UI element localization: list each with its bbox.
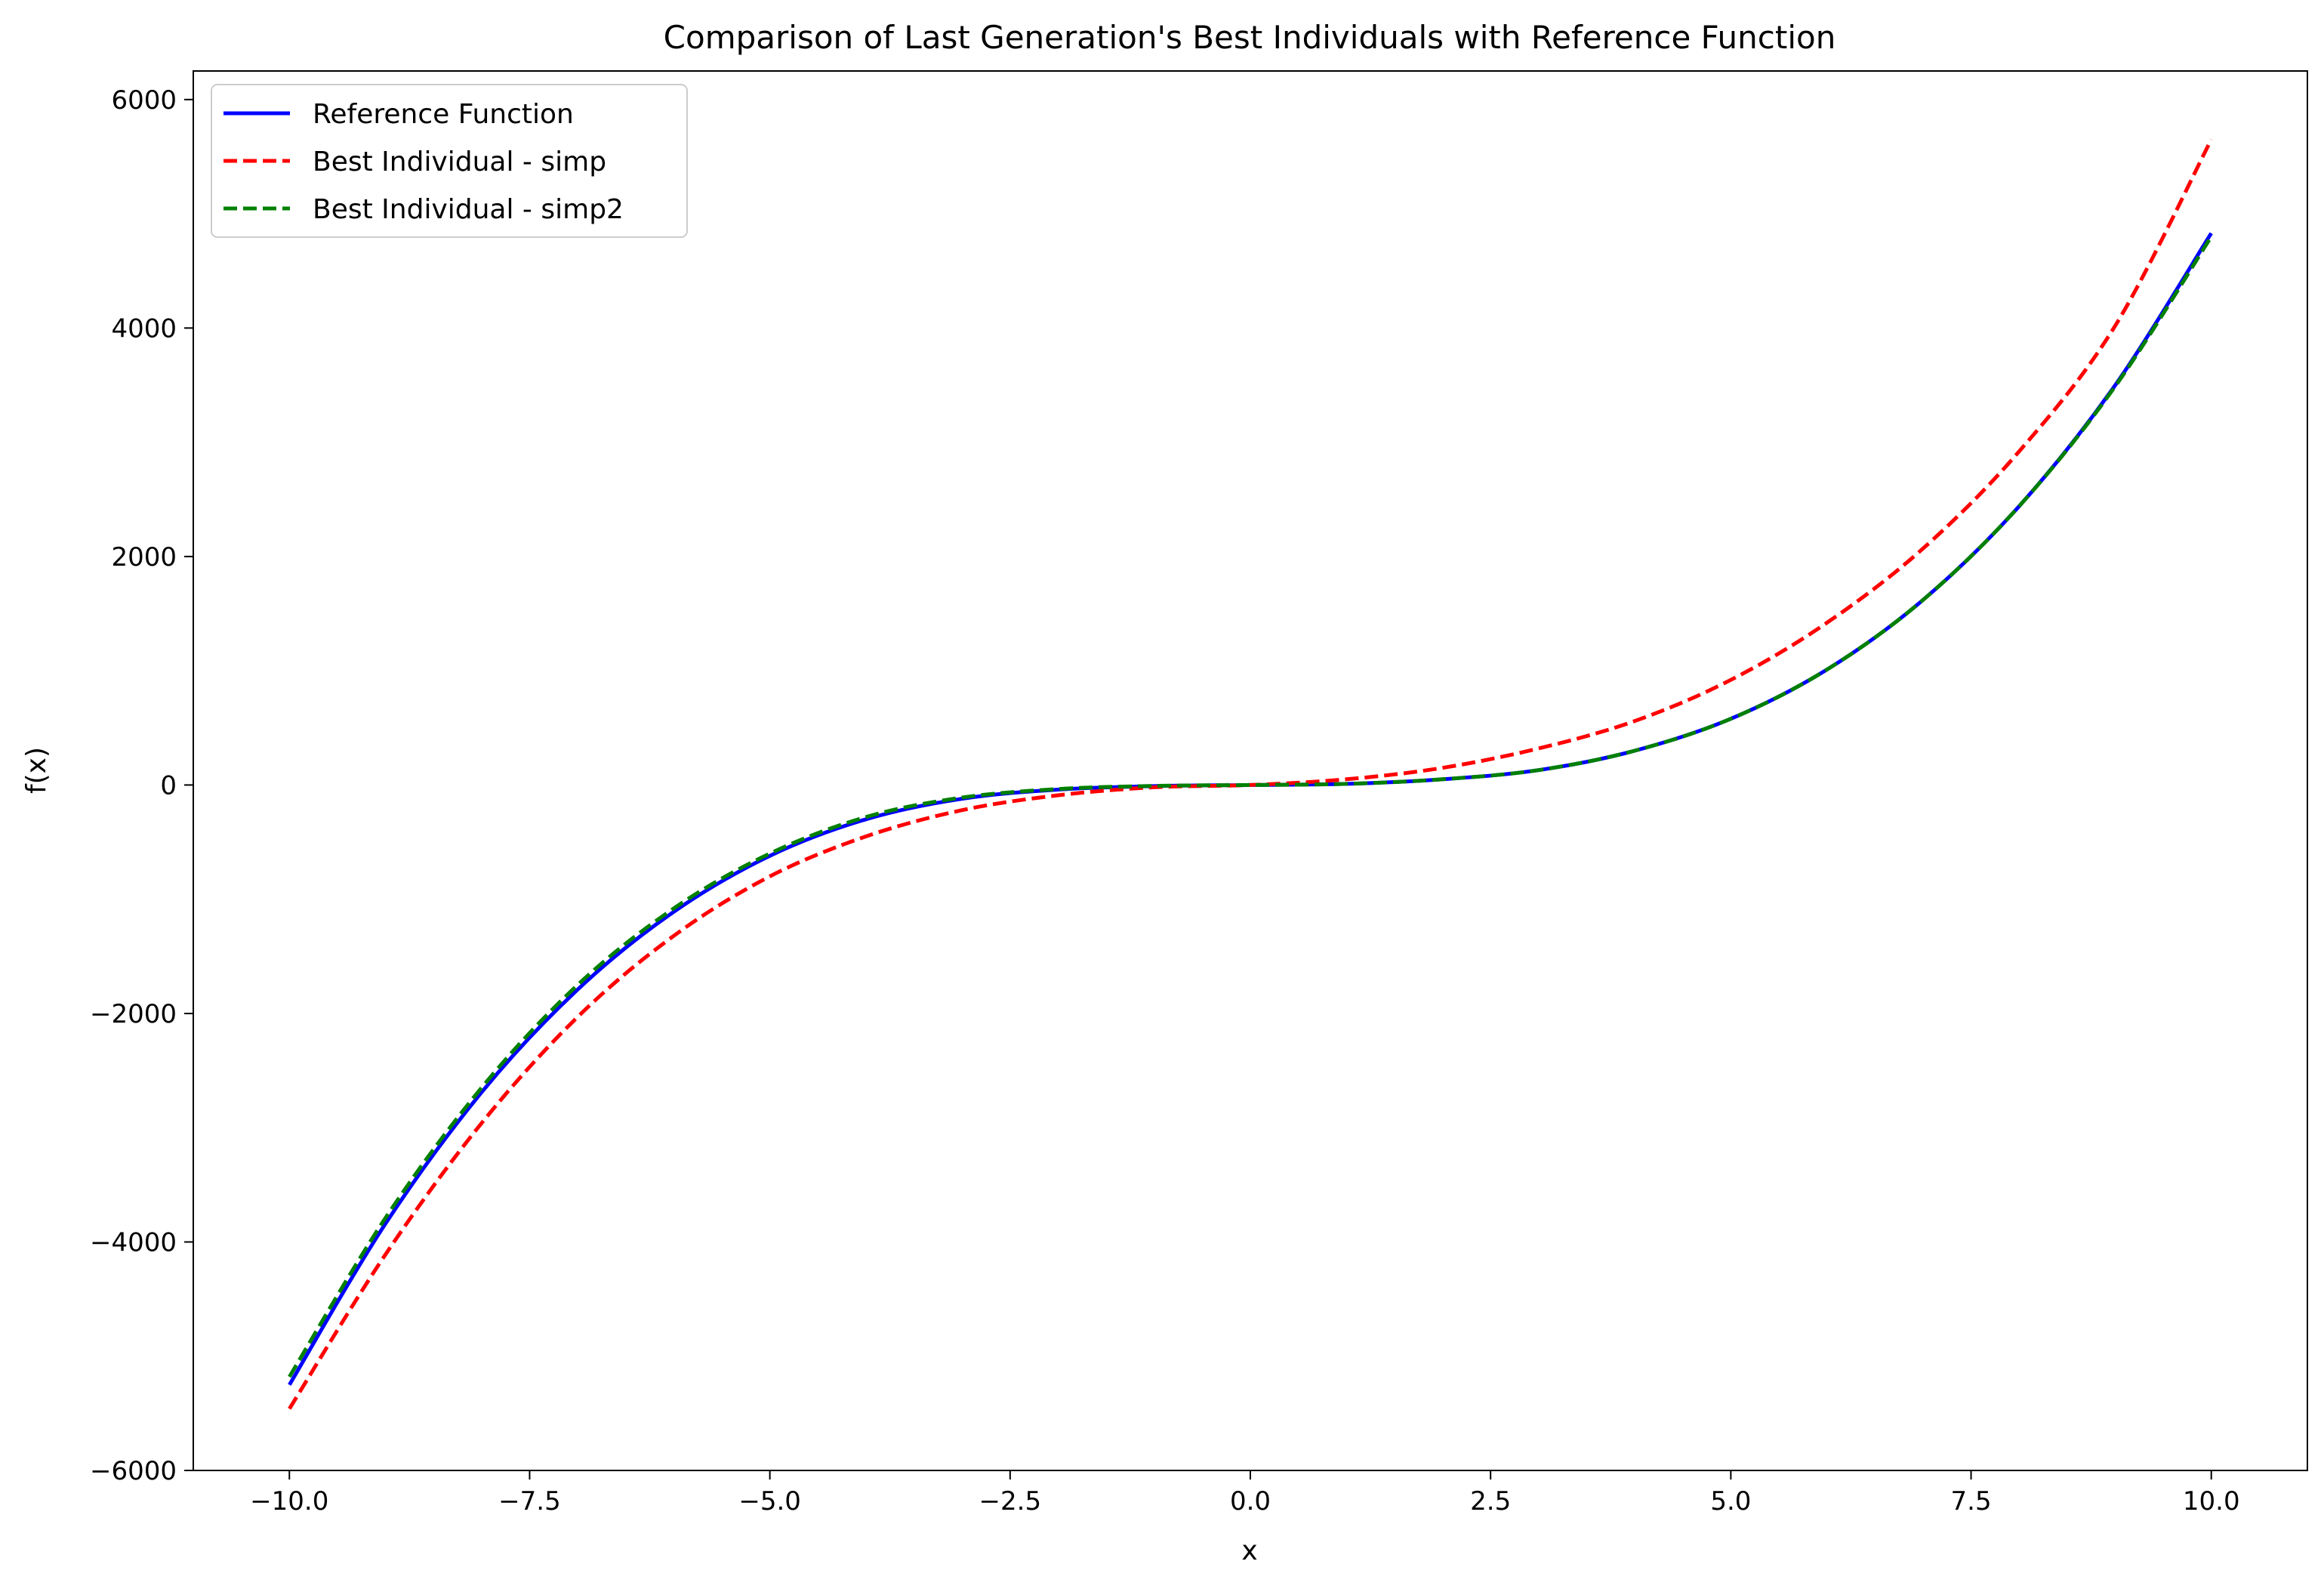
legend-label-3: Best Individual - simp2: [313, 194, 624, 225]
y-axis: −6000 −4000 −2000 0 2000 4000 6000: [90, 85, 193, 1486]
plot-lines: [288, 138, 2213, 1410]
legend-box: [211, 84, 688, 238]
plot-frame: [193, 70, 2308, 1471]
y-axis-title: f(x): [21, 747, 52, 794]
x-axis: −10.0 −7.5 −5.0 −2.5 0.0 2.5 5.0 7.5 10.0: [250, 1470, 2240, 1517]
x-tick-label: 0.0: [1230, 1486, 1271, 1517]
x-tick-label: 10.0: [2183, 1486, 2240, 1517]
x-tick-label: −5.0: [738, 1486, 801, 1517]
x-tick-label: 7.5: [1951, 1486, 1992, 1517]
x-axis-title: x: [1241, 1535, 1257, 1566]
x-tick-label: 2.5: [1470, 1486, 1511, 1517]
series-line-1: [288, 232, 2213, 1386]
y-tick-label: −4000: [90, 1227, 177, 1257]
x-tick-label: −10.0: [250, 1486, 328, 1517]
y-tick-label: 2000: [111, 542, 177, 572]
legend: Reference Function Best Individual - simp…: [211, 84, 688, 238]
chart-title: Comparison of Last Generation's Best Ind…: [664, 19, 1836, 56]
y-tick-label: −2000: [90, 999, 177, 1029]
series-line-2: [288, 138, 2213, 1410]
y-tick-label: 4000: [111, 313, 177, 344]
x-tick-label: 5.0: [1710, 1486, 1751, 1517]
y-tick-label: 0: [160, 770, 177, 801]
legend-label-2: Best Individual - simp: [313, 147, 606, 177]
legend-label-1: Reference Function: [313, 99, 574, 130]
x-tick-label: −2.5: [979, 1486, 1042, 1517]
y-tick-label: 6000: [111, 85, 177, 116]
series-line-3: [288, 235, 2213, 1378]
y-tick-label: −6000: [90, 1456, 177, 1486]
x-tick-label: −7.5: [498, 1486, 561, 1517]
